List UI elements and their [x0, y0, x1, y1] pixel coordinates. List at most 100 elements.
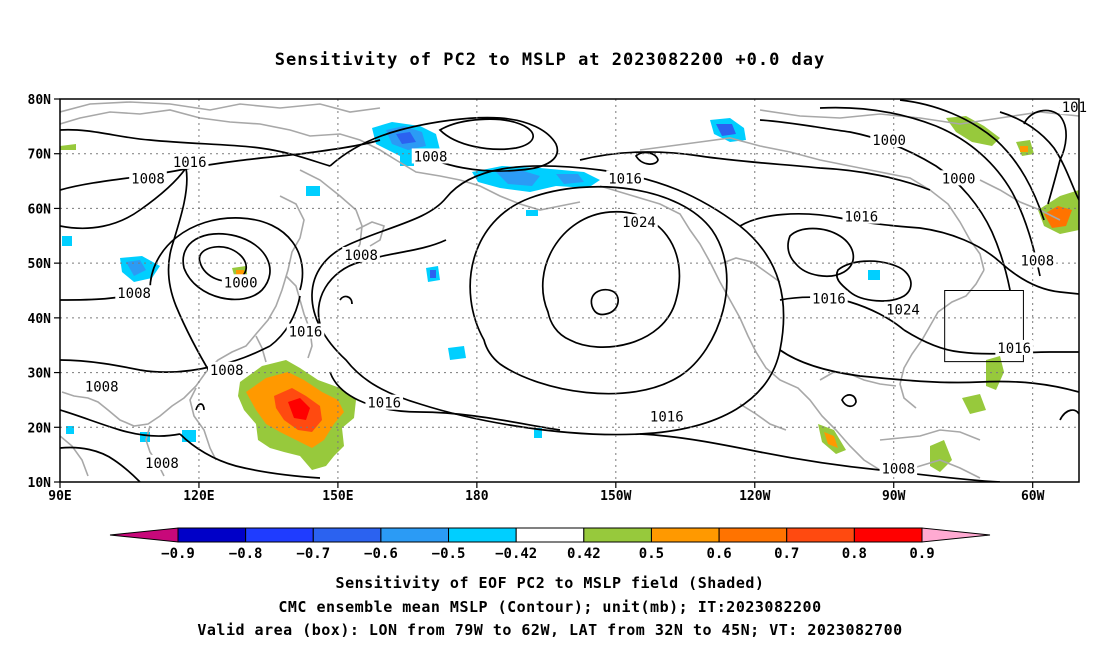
contour-label-bg [879, 460, 918, 476]
colorbar-label: 0.6 [706, 546, 731, 562]
contour-label-bg [342, 246, 380, 262]
lat-tick-label: 10N [28, 476, 52, 491]
lon-tick-label: 60W [1021, 489, 1045, 504]
lon-tick-label: 90E [48, 489, 71, 504]
contour-label: 1016 [608, 171, 642, 187]
contour-label: 1008 [145, 456, 179, 472]
contour-label-bg [620, 214, 658, 230]
lon-tick-label: 120E [183, 489, 214, 504]
contour-label: 1024 [886, 303, 920, 319]
contour-label-bg [842, 208, 881, 224]
contour-label: 1016 [650, 409, 684, 425]
contour-label: 1016 [812, 292, 846, 308]
positive-region-baffin [946, 116, 1000, 146]
contour-label-bg [286, 323, 325, 339]
colorbar-label: 0.5 [639, 546, 664, 562]
contour-label-bg [221, 274, 260, 290]
contour-label: 1008 [210, 363, 244, 379]
contour-label-bg [170, 153, 209, 169]
colorbar-swatch [448, 527, 517, 543]
coastlines [60, 101, 1079, 479]
valid-area-box [944, 290, 1024, 363]
colorbar-swatch [312, 527, 382, 543]
colorbar-swatch [515, 527, 585, 543]
caption-shading: Sensitivity of EOF PC2 to MSLP field (Sh… [335, 574, 765, 592]
contour-label-bg [939, 170, 978, 186]
lat-tick-label: 20N [28, 421, 52, 436]
colorbar-swatch [786, 527, 855, 543]
colorbar: −0.9 −0.8 −0.7 −0.6 −0.5 −0.42 0.42 0.5 0.6 0.7 0.… [109, 527, 991, 562]
colorbar-swatch [853, 527, 923, 543]
colorbar-swatch [718, 527, 788, 543]
contour-label: 1000 [872, 133, 906, 149]
contour-label-bg [411, 148, 450, 164]
contour-label-bg [115, 285, 153, 301]
colorbar-swatch [380, 527, 450, 543]
colorbar-label: 0.8 [842, 546, 867, 562]
colorbar-label: 0.7 [774, 546, 799, 562]
colorbar-swatch [245, 527, 314, 543]
lon-tick-label: 180 [465, 489, 489, 504]
colorbar-label: −0.7 [296, 546, 330, 562]
contour-label: 1016 [997, 341, 1031, 357]
lon-tick-label: 120W [739, 489, 770, 504]
contour-label: 1016 [367, 396, 401, 412]
contour-label-bg [82, 378, 121, 394]
lat-tick-label: 80N [28, 93, 52, 108]
chart-title: Sensitivity of PC2 to MSLP at 2023082200… [274, 50, 826, 70]
contour-label-bg [995, 339, 1033, 355]
lat-tick-label: 40N [28, 312, 52, 327]
colorbar-label: −0.42 [495, 546, 537, 562]
lat-tick-label: 70N [28, 148, 52, 163]
colorbar-label: 0.9 [909, 546, 934, 562]
contour-label: 1016 [173, 155, 207, 171]
contour-label: 1008 [85, 379, 119, 395]
contour-label: 1008 [881, 461, 915, 477]
caption-contour: CMC ensemble mean MSLP (Contour); unit(m… [278, 598, 822, 616]
lat-tick-label: 50N [28, 257, 52, 272]
contour-label-bg [810, 290, 848, 306]
contour-label-bg [606, 170, 644, 186]
colorbar-label: −0.5 [432, 546, 466, 562]
contour-label: 1008 [131, 171, 165, 187]
contour-label-bg [884, 301, 922, 317]
contour-label: 1024 [622, 215, 656, 231]
contour-label: 1016 [844, 210, 878, 226]
contour-label-bg [1018, 252, 1057, 268]
colorbar-label: −0.9 [161, 546, 195, 562]
contour-label-bg [1059, 99, 1089, 115]
graticule [60, 99, 1079, 482]
lon-tick-label: 90W [882, 489, 906, 504]
contour-label-bg [365, 394, 404, 410]
contour-label: 1008 [414, 149, 448, 165]
colorbar-swatch [177, 527, 247, 543]
colorbar-under-triangle [109, 527, 179, 543]
colorbar-swatch [650, 527, 720, 543]
mslp-contours [60, 99, 1079, 482]
contour-labels: 1016 1008 1008 1016 1000 1000 1024 1016 1008 1008… [82, 99, 1089, 477]
contour-label-bg [143, 454, 181, 470]
contour-label: 1016 [289, 325, 323, 341]
lon-tick-label: 150E [322, 489, 353, 504]
colorbar-label: 0.42 [567, 546, 601, 562]
contour-label-bg [129, 170, 167, 186]
colorbar-label: −0.6 [364, 546, 398, 562]
contour-label: 101 [1062, 100, 1087, 116]
colorbar-over-triangle [921, 527, 991, 543]
lon-tick-label: 150W [600, 489, 631, 504]
colorbar-swatch [583, 527, 652, 543]
contour-label-bg [870, 132, 908, 148]
sensitivity-shading [60, 116, 1079, 472]
contour-label: 1000 [224, 275, 258, 291]
contour-label: 1000 [942, 171, 976, 187]
map-frame [59, 98, 1080, 483]
contour-label-bg [647, 408, 686, 424]
contour-label: 1008 [1020, 253, 1054, 269]
caption-valid-area: Valid area (box): LON from 79W to 62W, L… [197, 621, 903, 639]
colorbar-label: −0.8 [229, 546, 263, 562]
contour-label: 1008 [344, 248, 378, 264]
contour-label-bg [207, 361, 246, 377]
lat-tick-label: 60N [28, 202, 52, 217]
